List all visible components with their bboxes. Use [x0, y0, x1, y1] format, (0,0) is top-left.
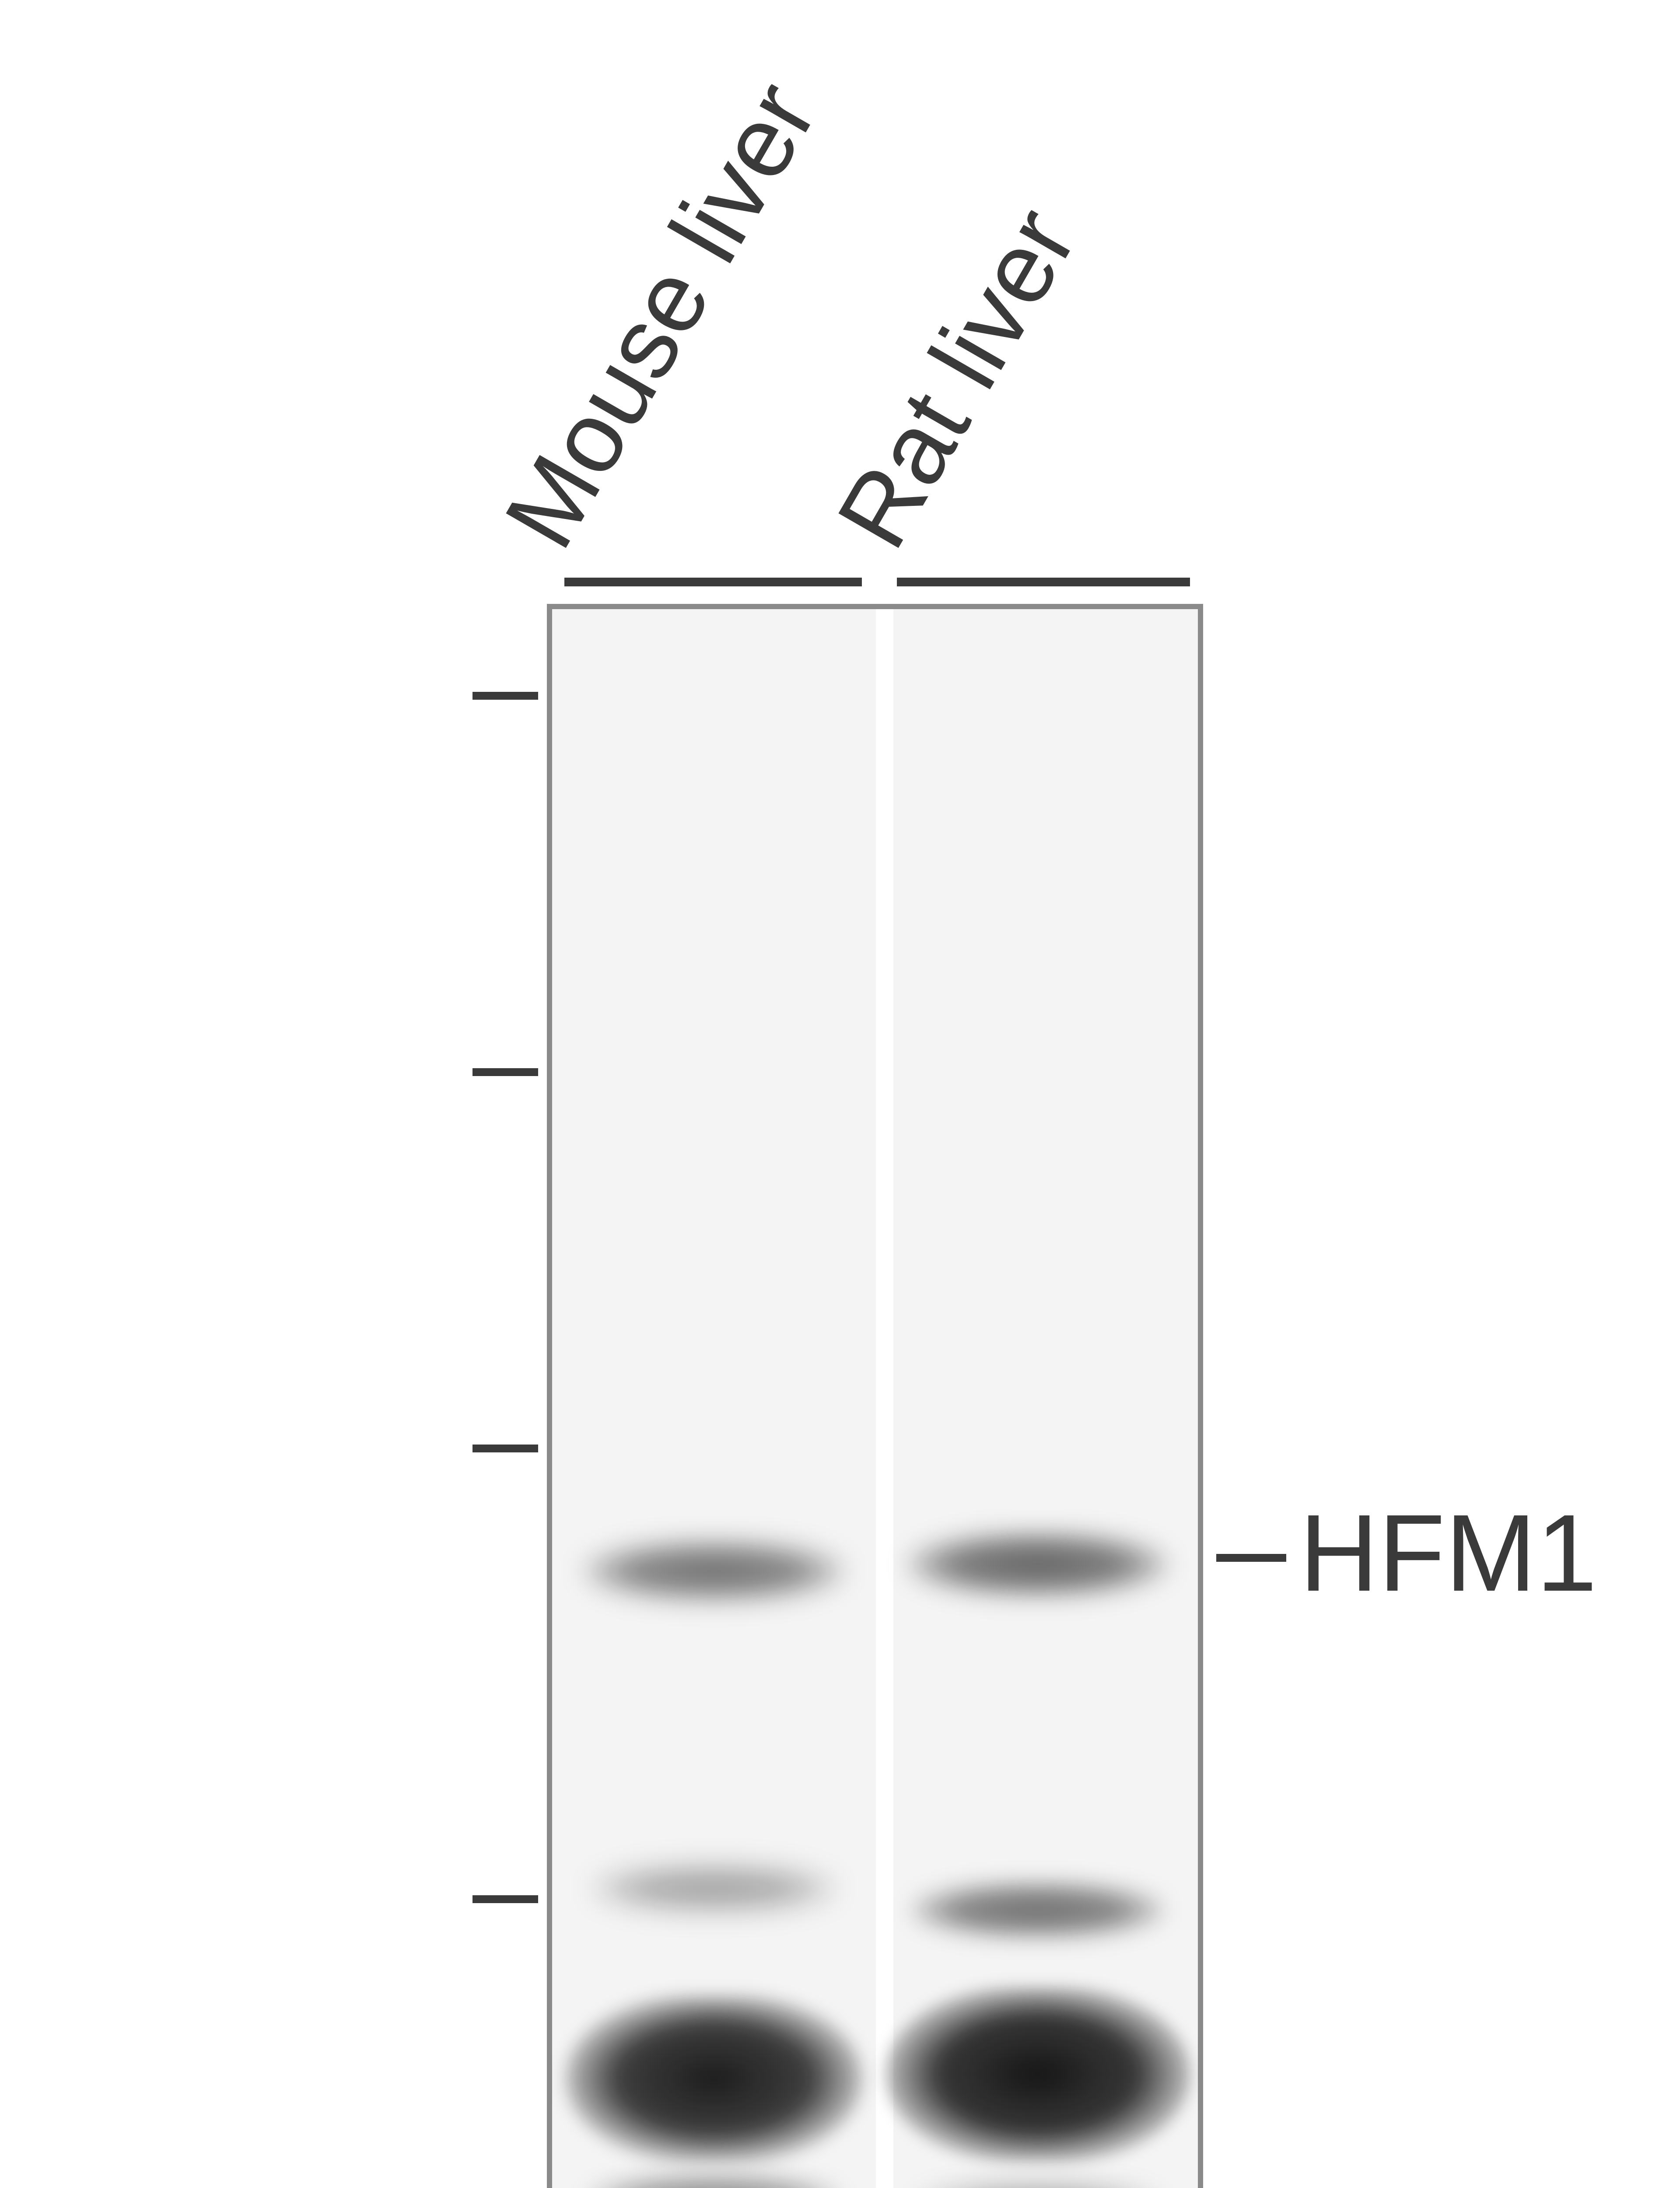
blot-band: [906, 1532, 1169, 1597]
mw-tick: [472, 1068, 538, 1076]
lane-underline: [897, 578, 1190, 586]
blot-band: [565, 1995, 863, 2162]
lane-underline: [564, 578, 862, 586]
blot-band: [592, 1864, 836, 1912]
target-tick: [1216, 1554, 1286, 1562]
mw-tick: [472, 1895, 538, 1903]
mw-tick: [472, 1445, 538, 1452]
lane-label: Rat liver: [814, 189, 1099, 567]
mw-tick: [472, 692, 538, 700]
lane-label: Mouse liver: [482, 63, 839, 567]
blot-band: [915, 2184, 1160, 2188]
blot-membrane: [547, 604, 1203, 2188]
blot-band: [587, 2175, 841, 2188]
target-label: HFM1: [1299, 1490, 1597, 1616]
blot-band: [583, 1540, 845, 1602]
blot-band: [911, 1882, 1165, 1939]
lane-divider: [876, 609, 893, 2188]
blot-band: [885, 1987, 1191, 2162]
